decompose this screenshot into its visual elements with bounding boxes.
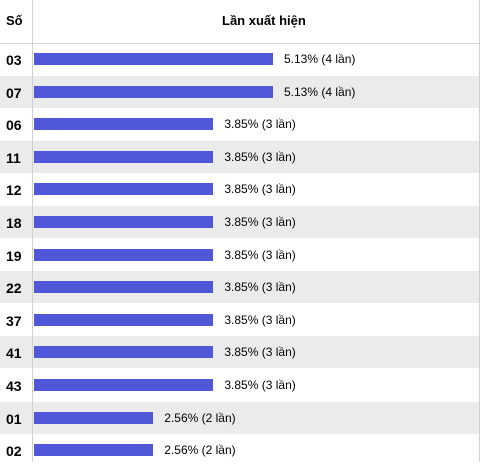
row-number: 03 (6, 52, 22, 68)
bar-value-label: 5.13% (4 lần) (284, 52, 356, 66)
frequency-bar (34, 379, 214, 391)
bar-value-label: 3.85% (3 lần) (224, 280, 296, 295)
frequency-bar (34, 411, 154, 424)
table-row: 37 3.85% (3 lần) (0, 304, 480, 336)
column-divider (32, 0, 33, 462)
table-header: Số Lần xuất hiện (0, 0, 480, 44)
frequency-bar (34, 150, 214, 163)
table-row: 41 3.85% (3 lần) (0, 336, 480, 369)
bar-value-label: 2.56% (2 lần) (164, 410, 236, 425)
row-number: 19 (6, 247, 22, 264)
row-number: 22 (6, 280, 22, 297)
table-row: 43 3.85% (3 lần) (0, 369, 480, 401)
table-row: 11 3.85% (3 lần) (0, 140, 480, 173)
bar-value-label: 3.85% (3 lần) (224, 378, 296, 392)
frequency-bar (34, 85, 273, 98)
row-number: 02 (6, 443, 22, 460)
frequency-bar (34, 183, 214, 196)
row-number: 43 (6, 378, 22, 394)
bar-value-label: 3.85% (3 lần) (224, 247, 296, 262)
row-number: 37 (6, 312, 22, 329)
row-number: 11 (6, 149, 21, 166)
frequency-bar (34, 248, 214, 261)
frequency-bar (34, 281, 214, 294)
bar-value-label: 3.85% (3 lần) (224, 345, 296, 360)
table-row: 12 3.85% (3 lần) (0, 173, 480, 205)
frequency-bar (34, 313, 214, 326)
bar-value-label: 3.85% (3 lần) (224, 182, 296, 197)
bar-value-label: 3.85% (3 lần) (224, 215, 296, 229)
bar-value-label: 5.13% (4 lần) (284, 84, 356, 99)
table-row: 19 3.85% (3 lần) (0, 239, 480, 271)
frequency-bar (34, 346, 214, 359)
row-number: 41 (6, 345, 22, 362)
bar-value-label: 2.56% (2 lần) (164, 443, 236, 458)
table-row: 22 3.85% (3 lần) (0, 271, 480, 304)
frequency-bar (34, 444, 154, 457)
frequency-bar (34, 118, 214, 131)
table-row: 03 5.13% (4 lần) (0, 43, 480, 75)
number-column-header: Số (6, 13, 23, 28)
table-row: 18 3.85% (3 lần) (0, 206, 480, 238)
table-row: 01 2.56% (2 lần) (0, 401, 480, 434)
row-number: 18 (6, 215, 22, 231)
row-number: 12 (6, 182, 22, 199)
table-row: 06 3.85% (3 lần) (0, 108, 480, 140)
frequency-bar (34, 53, 273, 65)
row-number: 07 (6, 84, 22, 101)
frequency-bar (34, 216, 214, 228)
row-number: 01 (6, 410, 22, 427)
bar-value-label: 3.85% (3 lần) (224, 149, 296, 164)
table-row: 07 5.13% (4 lần) (0, 75, 480, 108)
bar-value-label: 3.85% (3 lần) (224, 312, 296, 327)
row-number: 06 (6, 117, 22, 134)
table-row: 02 2.56% (2 lần) (0, 434, 480, 466)
bar-value-label: 3.85% (3 lần) (224, 117, 296, 132)
frequency-column-header: Lần xuất hiện (222, 13, 306, 28)
